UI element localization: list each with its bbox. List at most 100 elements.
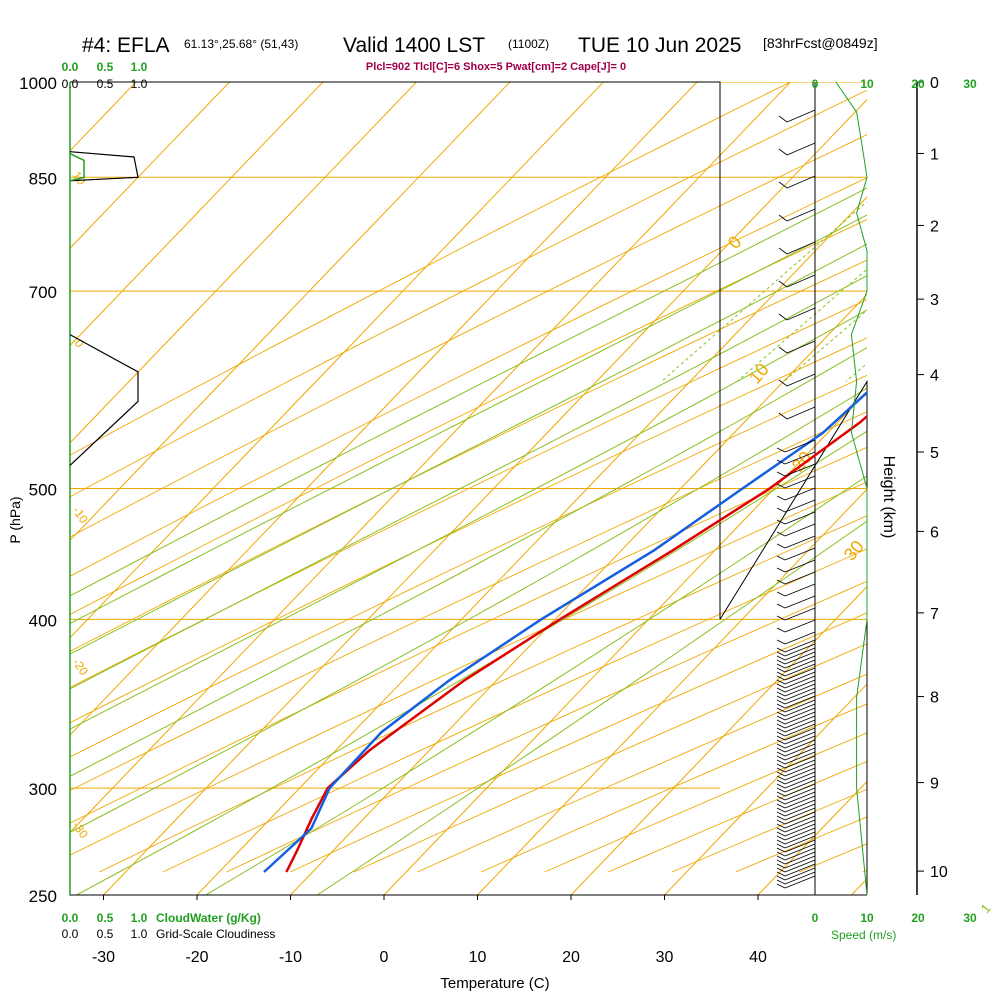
dry-adiabat-line [799, 843, 867, 873]
wind-barb-flag [776, 811, 786, 817]
wind-barb-staff [784, 831, 816, 845]
dry-adiabat-line [70, 411, 867, 791]
temperature-tick-label: 0 [380, 949, 389, 966]
wind-barb-staff [784, 703, 816, 717]
wind-barb-flag [778, 313, 788, 321]
wind-barb-staff [784, 547, 816, 561]
isotherm-line [70, 82, 791, 834]
wind-barb-flag [776, 783, 786, 789]
wind-barbs [776, 109, 816, 889]
mixing-ratio-line [960, 82, 1000, 382]
wind-barb-flag [776, 747, 786, 753]
wind-barb-staff [784, 715, 816, 729]
wind-barb-flag [776, 651, 786, 657]
speed-scale-label: 0 [812, 911, 819, 925]
wind-barb-staff [784, 723, 816, 737]
wind-barb-flag [776, 531, 786, 537]
wind-barb-flag [776, 875, 786, 881]
pressure-tick-label: 400 [29, 611, 57, 630]
wind-barb-flag [776, 851, 786, 857]
wind-barb-staff [784, 767, 816, 781]
mixing-ratio-line [783, 309, 867, 382]
wind-barb-staff [784, 875, 816, 889]
temperature-tick-label: -10 [279, 949, 302, 966]
wind-barb-staff [784, 859, 816, 873]
wind-barb-staff [784, 659, 816, 673]
moist-adiabat-line [70, 309, 867, 730]
wind-barb-staff [786, 241, 816, 255]
wind-barb-flag [778, 379, 788, 387]
wind-barb-staff [784, 595, 816, 609]
height-tick-label: 3 [930, 292, 939, 309]
height-tick-label: 1 [930, 146, 939, 163]
wind-barb-flag [776, 647, 786, 653]
wind-barb-staff [786, 406, 816, 420]
wind-barb-flag [776, 711, 786, 717]
wind-barb-staff [784, 811, 816, 825]
wind-barb-flag [776, 843, 786, 849]
wind-barb-staff [784, 667, 816, 681]
wind-barb-staff [784, 731, 816, 745]
wind-barb-staff [784, 639, 816, 653]
plot-frame-top-right [70, 81, 721, 620]
moist-adiabat-line [70, 187, 867, 597]
wind-barb-staff [784, 571, 816, 585]
isotherm-label: -20 [70, 656, 92, 679]
wind-barb-flag [776, 779, 786, 785]
isotherm-line [70, 82, 604, 639]
dry-adiabat-line [70, 219, 867, 615]
wind-barb-staff [784, 439, 816, 453]
wind-barb-staff [784, 851, 816, 865]
dry-adiabat-line [70, 89, 867, 498]
isotherm-line [70, 82, 698, 736]
wind-barb-flag [776, 723, 786, 729]
dry-adiabat-line [353, 643, 867, 873]
wind-barb-flag [778, 280, 788, 288]
wind-barb-staff [784, 475, 816, 489]
wind-barb-staff [784, 707, 816, 721]
x-axis-title: Temperature (C) [440, 975, 549, 992]
speed-scale-label: 0 [812, 77, 819, 91]
cloud-panel [69, 81, 868, 896]
wind-barb-flag [776, 715, 786, 721]
wind-barb-flag [776, 699, 786, 705]
height-tick-label: 9 [930, 776, 939, 793]
wind-barb-flag [776, 591, 786, 597]
wind-barb-flag [776, 819, 786, 825]
dry-adiabat-label: 0 [724, 232, 746, 253]
wind-barb-staff [786, 307, 816, 321]
temperature-tick-label: -20 [185, 949, 208, 966]
wind-barb-staff [784, 647, 816, 661]
pressure-tick-label: 1000 [19, 74, 57, 93]
wind-barb-staff [784, 619, 816, 633]
wind-barb-flag [776, 719, 786, 725]
wind-barb-flag [776, 519, 786, 525]
wind-barb-staff [784, 671, 816, 685]
wind-barb-flag [776, 459, 786, 465]
speed-scale-label: 30 [963, 77, 977, 91]
cloudiness-upper-layer [69, 334, 139, 466]
wind-barb-flag [776, 867, 786, 873]
wind-barb-staff [784, 771, 816, 785]
wind-barb-flag [778, 346, 788, 354]
wind-barb-flag [778, 148, 788, 156]
wind-barb-flag [776, 667, 786, 673]
wind-barb-staff [784, 751, 816, 765]
wind-barb-staff [784, 511, 816, 525]
wind-barb-staff [784, 783, 816, 797]
wind-barb-staff [784, 719, 816, 733]
wind-barb-flag [776, 847, 786, 853]
wind-barb-staff [784, 871, 816, 885]
height-tick-label: 2 [930, 218, 939, 235]
utc-time: (1100Z) [508, 37, 549, 51]
wind-barb-flag [776, 767, 786, 773]
wind-barb-flag [776, 823, 786, 829]
wind-barb-flag [776, 627, 786, 633]
height-tick-label: 10 [930, 864, 948, 881]
cloud-scale-label: 0.5 [97, 77, 114, 91]
wind-barb-staff [784, 683, 816, 697]
temperature-tick-label: -30 [92, 949, 115, 966]
mixing-ratio-line [660, 200, 867, 382]
wind-barb-staff [784, 819, 816, 833]
